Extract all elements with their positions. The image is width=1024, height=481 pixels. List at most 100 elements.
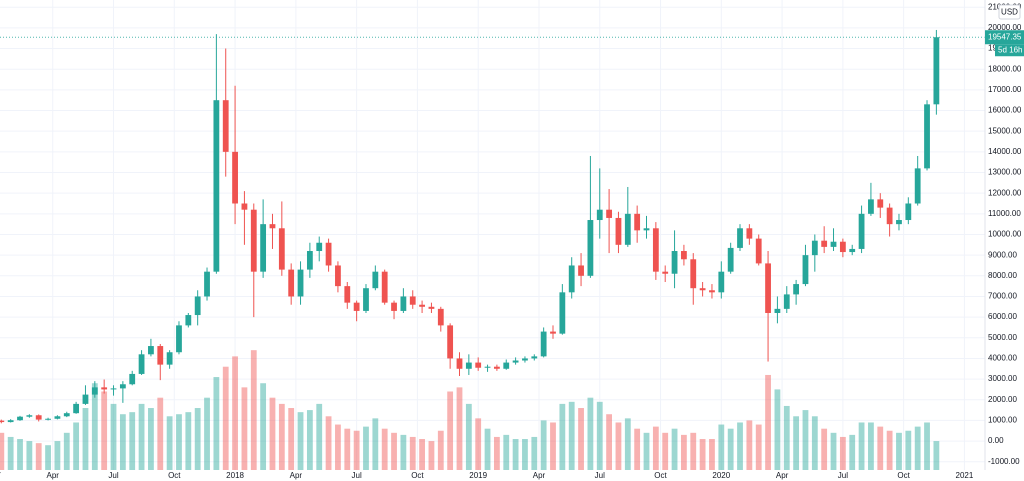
candle-body <box>213 100 220 272</box>
y-tick-label: 15000.00 <box>988 126 1022 135</box>
y-tick-label: 10000.00 <box>988 230 1022 239</box>
volume-bar <box>868 422 874 470</box>
candle-body <box>447 325 454 359</box>
candle-body <box>896 220 902 225</box>
x-tick-label: 2017 <box>0 471 1 480</box>
volume-bar <box>802 410 809 470</box>
candle-body <box>148 346 154 355</box>
candle-body <box>587 220 594 276</box>
candle-body <box>634 213 641 231</box>
volume-bar <box>699 439 706 470</box>
candle-body <box>91 387 98 395</box>
volume-bar <box>400 434 407 470</box>
candle-body <box>924 104 930 169</box>
candle-body <box>363 288 369 311</box>
volume-bar <box>278 403 285 470</box>
candle-body <box>250 209 257 272</box>
volume-bar <box>681 434 687 470</box>
volume-bar <box>755 424 762 470</box>
candle-body <box>456 358 463 369</box>
candle-body <box>886 207 893 225</box>
y-tick-label: 17000.00 <box>988 85 1022 94</box>
volume-bar <box>306 410 313 470</box>
volume-bar <box>914 426 921 470</box>
x-tick-label: Jul <box>352 471 362 480</box>
candle-body <box>849 248 856 253</box>
volume-bar <box>634 428 641 470</box>
candle-body <box>45 418 51 420</box>
candle-body <box>0 420 5 423</box>
x-tick-label: Jul <box>838 471 848 480</box>
volume-bar <box>82 408 89 470</box>
candle-body <box>503 362 510 369</box>
volume-bar <box>176 414 182 470</box>
y-tick-label: 13000.00 <box>988 168 1022 177</box>
y-tick-label: 14000.00 <box>988 147 1022 156</box>
volume-bar <box>63 432 70 470</box>
candle-body <box>765 263 771 313</box>
candle-body <box>830 241 837 247</box>
volume-layer <box>0 350 940 470</box>
y-tick-label: 7000.00 <box>988 292 1017 301</box>
y-tick-label: 11000.00 <box>988 209 1021 218</box>
y-tick-label: 2000.00 <box>988 395 1017 404</box>
candle-body <box>578 265 584 276</box>
volume-bar <box>690 432 697 470</box>
price-axis <box>985 0 1024 481</box>
candle-body <box>222 100 229 152</box>
volume-bar <box>372 418 379 470</box>
candle-body <box>353 302 360 311</box>
volume-bar <box>447 391 454 470</box>
volume-bar <box>166 416 173 470</box>
volume-bar <box>522 439 528 470</box>
candle-body <box>512 360 519 363</box>
y-tick-label: 6000.00 <box>988 312 1017 321</box>
volume-bar <box>119 414 126 470</box>
candle-body <box>344 286 351 303</box>
volume-bar <box>316 403 323 470</box>
candle-body <box>727 247 734 272</box>
volume-bar <box>484 428 491 470</box>
volume-bar <box>811 416 818 470</box>
volume-bar <box>7 436 14 470</box>
candle-body <box>400 296 407 311</box>
candle-body <box>409 296 416 305</box>
volume-bar <box>671 428 678 470</box>
x-tick-label: Apr <box>47 471 60 480</box>
y-tick-label: 9000.00 <box>988 250 1017 259</box>
volume-bar <box>924 422 930 470</box>
volume-bar <box>138 403 145 470</box>
currency-box[interactable] <box>998 4 1021 20</box>
volume-bar <box>232 356 238 470</box>
x-tick-label: Oct <box>168 471 181 480</box>
volume-bar <box>325 416 332 470</box>
volume-bar <box>821 428 828 470</box>
volume-bar <box>194 408 201 470</box>
candle-body <box>26 415 33 417</box>
candle-body <box>82 394 89 404</box>
candle-body <box>316 242 323 252</box>
volume-bar <box>353 430 360 470</box>
volume-bar <box>615 422 622 470</box>
currency-label[interactable]: USD <box>1001 8 1018 17</box>
candle-body <box>437 308 444 326</box>
candle-body <box>138 354 145 374</box>
volume-bar <box>596 401 603 470</box>
candle-body <box>839 241 846 253</box>
candle-body <box>54 416 61 419</box>
volume-bar <box>559 403 566 470</box>
x-tick-label: Apr <box>290 471 303 480</box>
volume-bar <box>241 387 248 470</box>
candle-body <box>550 331 556 334</box>
candle-body <box>783 294 790 309</box>
x-tick-label: Jul <box>595 471 605 480</box>
grid-layer <box>0 0 985 470</box>
volume-bar <box>849 434 856 470</box>
volume-bar <box>568 401 575 470</box>
x-tick-label: 2018 <box>226 471 244 480</box>
volume-bar <box>335 424 341 470</box>
candle-body <box>157 346 164 365</box>
candle-body <box>465 362 472 369</box>
volume-bar <box>91 383 98 470</box>
